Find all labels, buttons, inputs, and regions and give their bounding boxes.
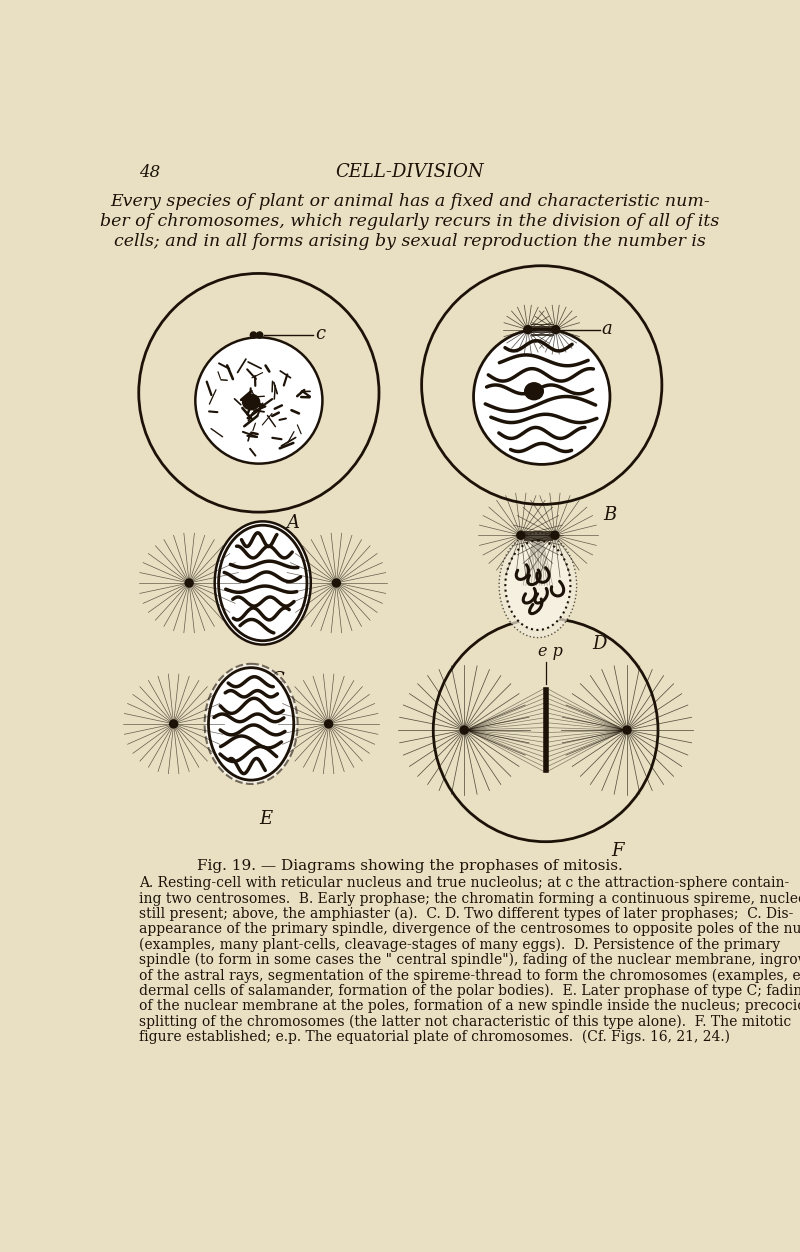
Circle shape <box>551 531 558 540</box>
Ellipse shape <box>506 541 570 630</box>
Text: F: F <box>611 841 624 860</box>
Circle shape <box>172 722 175 725</box>
Ellipse shape <box>474 329 610 464</box>
Text: cells; and in all forms arising by sexual reproduction the number is: cells; and in all forms arising by sexua… <box>114 233 706 249</box>
Circle shape <box>519 533 522 537</box>
Text: ing two centrosomes.  B. Early prophase; the chromatin forming a continuous spir: ing two centrosomes. B. Early prophase; … <box>138 891 800 905</box>
Text: B: B <box>604 506 617 523</box>
Text: Fig. 19. — Diagrams showing the prophases of mitosis.: Fig. 19. — Diagrams showing the prophase… <box>197 859 623 873</box>
Ellipse shape <box>218 526 307 641</box>
Circle shape <box>517 531 525 540</box>
Text: spindle (to form in some cases the " central spindle"), fading of the nuclear me: spindle (to form in some cases the " cen… <box>138 953 800 967</box>
Circle shape <box>186 580 193 587</box>
Text: appearance of the primary spindle, divergence of the centrosomes to opposite pol: appearance of the primary spindle, diver… <box>138 923 800 936</box>
Ellipse shape <box>499 533 577 637</box>
Circle shape <box>257 332 262 338</box>
Circle shape <box>623 726 631 734</box>
Text: a: a <box>602 319 612 338</box>
Ellipse shape <box>214 521 310 645</box>
Text: e p: e p <box>538 644 562 660</box>
Text: dermal cells of salamander, formation of the polar bodies).  E. Later prophase o: dermal cells of salamander, formation of… <box>138 984 800 998</box>
Circle shape <box>187 581 190 585</box>
Circle shape <box>327 722 330 725</box>
Text: 48: 48 <box>138 164 160 182</box>
Circle shape <box>524 326 532 333</box>
Text: D: D <box>592 635 606 654</box>
Text: C: C <box>270 671 284 689</box>
Circle shape <box>554 328 558 332</box>
Circle shape <box>333 580 340 587</box>
Circle shape <box>462 729 466 731</box>
Text: still present; above, the amphiaster (a).  C. D. Two different types of later pr: still present; above, the amphiaster (a)… <box>138 906 793 921</box>
Ellipse shape <box>195 337 322 463</box>
Circle shape <box>526 328 530 332</box>
Text: Every species of plant or animal has a fixed and characteristic num-: Every species of plant or animal has a f… <box>110 193 710 209</box>
Circle shape <box>170 720 178 727</box>
Text: E: E <box>259 810 272 828</box>
Circle shape <box>250 332 257 338</box>
Circle shape <box>325 720 333 727</box>
Text: ber of chromosomes, which regularly recurs in the division of all of its: ber of chromosomes, which regularly recu… <box>100 213 720 229</box>
Text: figure established; e.p. The equatorial plate of chromosomes.  (Cf. Figs. 16, 21: figure established; e.p. The equatorial … <box>138 1029 730 1044</box>
Text: c: c <box>315 324 326 343</box>
Text: A. Resting-cell with reticular nucleus and true nucleolus; at c the attraction-s: A. Resting-cell with reticular nucleus a… <box>138 876 789 890</box>
Text: splitting of the chromosomes (the latter not characteristic of this type alone).: splitting of the chromosomes (the latter… <box>138 1014 791 1029</box>
Text: of the astral rays, segmentation of the spireme-thread to form the chromosomes (: of the astral rays, segmentation of the … <box>138 968 800 983</box>
Text: A: A <box>286 513 299 532</box>
Ellipse shape <box>205 664 298 784</box>
Circle shape <box>552 326 559 333</box>
Circle shape <box>554 533 557 537</box>
Circle shape <box>335 581 338 585</box>
Circle shape <box>252 334 254 337</box>
Ellipse shape <box>209 667 294 780</box>
Circle shape <box>626 729 629 731</box>
Ellipse shape <box>242 394 260 409</box>
Circle shape <box>258 334 261 337</box>
Text: of the nuclear membrane at the poles, formation of a new spindle inside the nucl: of the nuclear membrane at the poles, fo… <box>138 999 800 1013</box>
Text: CELL-DIVISION: CELL-DIVISION <box>336 163 484 182</box>
Text: (examples, many plant-cells, cleavage-stages of many eggs).  D. Persistence of t: (examples, many plant-cells, cleavage-st… <box>138 938 780 952</box>
Circle shape <box>460 726 468 734</box>
Ellipse shape <box>525 383 543 399</box>
